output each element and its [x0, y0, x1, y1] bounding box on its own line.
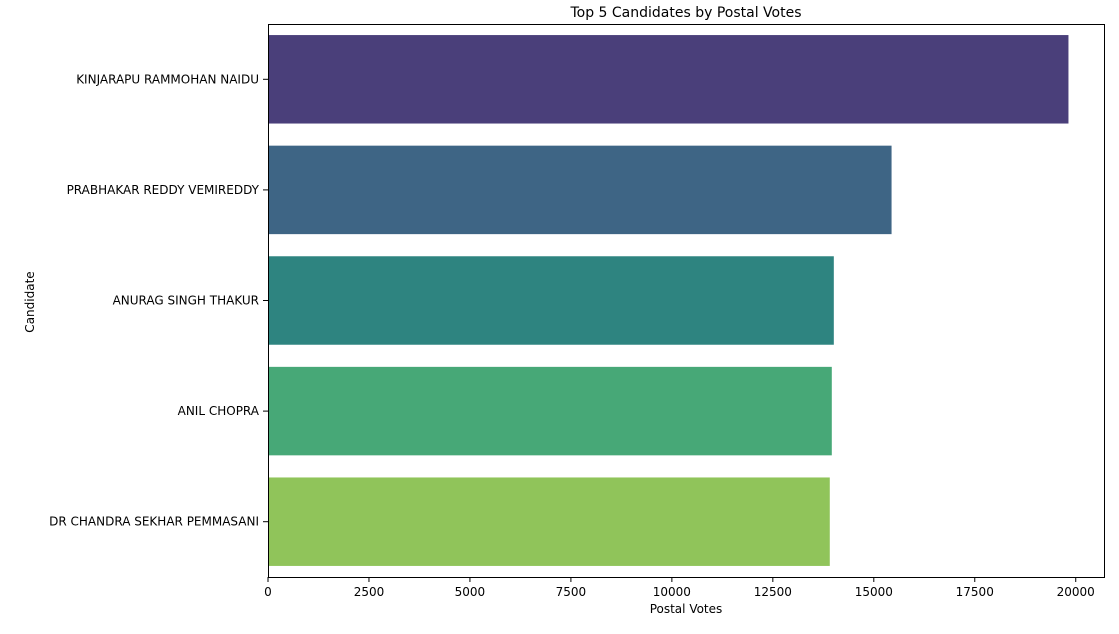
y-axis-label: Candidate	[23, 271, 37, 332]
bars-group	[268, 35, 1069, 566]
x-ticks: 0 2500 5000 7500 10000 12500 15000 17500 20000	[264, 577, 1095, 599]
plot-frame	[268, 24, 1105, 578]
category-label: ANIL CHOPRA	[178, 404, 260, 418]
chart-title: Top 5 Candidates by Postal Votes	[569, 5, 801, 21]
x-tick-label: 20000	[1057, 585, 1095, 599]
x-tick-label: 17500	[956, 585, 994, 599]
y-tick-marks	[263, 78, 268, 523]
x-axis-label: Postal Votes	[650, 602, 723, 616]
category-label: ANURAG SINGH THAKUR	[113, 294, 259, 308]
bar	[268, 145, 892, 235]
x-tick-label: 0	[264, 585, 272, 599]
category-label: DR CHANDRA SEKHAR PEMMASANI	[49, 515, 259, 529]
x-tick-label: 5000	[455, 585, 486, 599]
bar	[268, 35, 1069, 124]
x-tick-label: 12500	[754, 585, 792, 599]
x-tick-label: 2500	[354, 585, 385, 599]
category-label: PRABHAKAR REDDY VEMIREDDY	[67, 183, 260, 197]
category-label: KINJARAPU RAMMOHAN NAIDU	[76, 72, 259, 86]
x-tick-label: 15000	[855, 585, 893, 599]
category-labels: KINJARAPU RAMMOHAN NAIDU PRABHAKAR REDDY …	[49, 72, 260, 528]
x-tick-label: 10000	[653, 585, 691, 599]
bar	[268, 366, 832, 456]
bar	[268, 256, 834, 345]
bar	[268, 477, 830, 566]
x-tick-label: 7500	[556, 585, 587, 599]
